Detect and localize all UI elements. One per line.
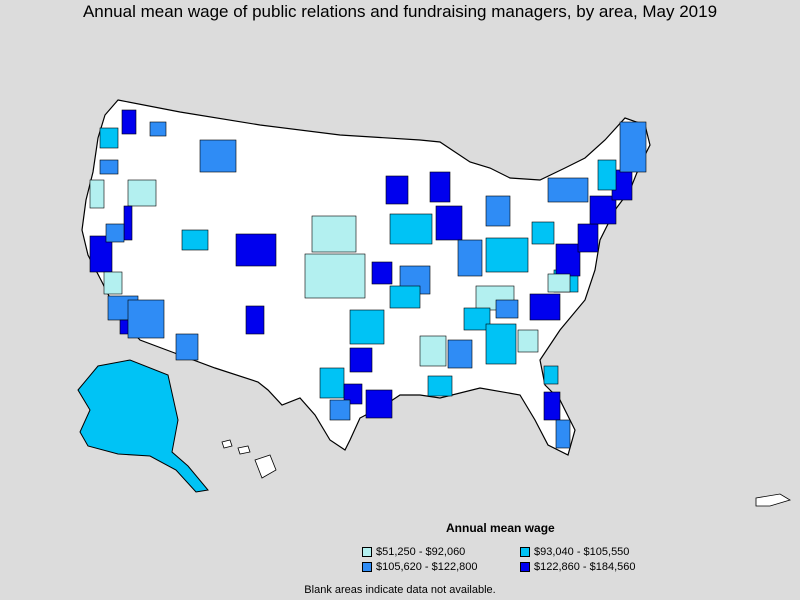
- indiana-area: [457, 239, 483, 277]
- vermont-nh-area: [597, 159, 617, 191]
- legend-swatch-3: [362, 562, 372, 572]
- spokane-area: [149, 121, 167, 137]
- dallas-area: [349, 347, 373, 373]
- hawaii-3: [254, 454, 277, 479]
- seattle-area: [121, 109, 137, 135]
- sf-bay-area: [89, 235, 113, 273]
- nashville-area: [463, 307, 491, 331]
- minneapolis-area: [385, 175, 409, 205]
- map-title: Annual mean wage of public relations and…: [82, 2, 718, 21]
- philadelphia-area: [577, 223, 599, 253]
- chicago-area: [435, 205, 463, 241]
- legend-item-1: $51,250 - $92,060: [362, 546, 465, 558]
- legend-label-4: $122,860 - $184,560: [534, 561, 636, 573]
- western-wa: [99, 127, 119, 149]
- san-antonio-area: [319, 367, 345, 399]
- jacksonville-area: [543, 365, 559, 385]
- detroit-area: [485, 195, 511, 227]
- hawaii-1: [221, 439, 233, 449]
- kansas-area: [304, 253, 366, 299]
- missouri-area: [389, 285, 421, 309]
- puerto-rico: [755, 493, 791, 507]
- florida-tampa-area: [543, 391, 561, 421]
- alaska: [77, 359, 209, 493]
- ohio-area: [485, 237, 529, 273]
- dc-area: [555, 243, 581, 277]
- legend-title: Annual mean wage: [446, 521, 555, 535]
- tucson-area: [175, 333, 199, 361]
- phoenix-area: [127, 299, 165, 339]
- new-york-area: [589, 195, 617, 225]
- florida-miami-area: [555, 419, 571, 449]
- salt-lake-area: [181, 229, 209, 251]
- reno-area: [123, 205, 133, 241]
- pittsburgh-area: [531, 221, 555, 245]
- south-carolina-area: [517, 329, 539, 353]
- denver-area: [235, 233, 277, 267]
- mississippi-area: [419, 335, 447, 367]
- austin-area: [343, 383, 363, 405]
- sacramento-area: [105, 223, 125, 243]
- atlanta-area: [485, 323, 517, 365]
- legend-swatch-1: [362, 547, 372, 557]
- houston-area: [365, 389, 393, 419]
- maine-area: [619, 121, 647, 173]
- legend-item-4: $122,860 - $184,560: [520, 561, 636, 573]
- south-texas: [329, 399, 351, 421]
- hawaii-2: [237, 445, 251, 455]
- oregon-coast: [89, 179, 105, 209]
- legend-swatch-2: [520, 547, 530, 557]
- upstate-ny-area: [547, 177, 589, 203]
- nebraska-area: [311, 215, 357, 253]
- charlotte-area: [529, 293, 561, 321]
- oklahoma-area: [349, 309, 385, 345]
- legend-item-3: $105,620 - $122,800: [362, 561, 478, 573]
- new-orleans-area: [427, 375, 453, 397]
- legend-label-3: $105,620 - $122,800: [376, 561, 478, 573]
- kansas-city-area: [371, 261, 393, 285]
- legend-label-1: $51,250 - $92,060: [376, 546, 466, 558]
- western-montana: [199, 139, 237, 173]
- legend-item-2: $93,040 - $105,550: [520, 546, 629, 558]
- portland-area: [99, 159, 119, 175]
- data-note: Blank areas indicate data not available.: [304, 584, 496, 596]
- map-regions: [77, 99, 791, 507]
- iowa-area: [389, 213, 433, 245]
- alabama-area: [447, 339, 473, 369]
- virginia-area: [547, 273, 571, 293]
- milwaukee-area: [429, 171, 451, 203]
- tennessee-area: [495, 299, 519, 319]
- idaho-area: [127, 179, 157, 207]
- legend-swatch-4: [520, 562, 530, 572]
- albuquerque-area: [245, 305, 265, 335]
- fresno-area: [103, 271, 123, 295]
- contiguous-us-outline: [81, 99, 651, 456]
- legend-label-2: $93,040 - $105,550: [534, 546, 630, 558]
